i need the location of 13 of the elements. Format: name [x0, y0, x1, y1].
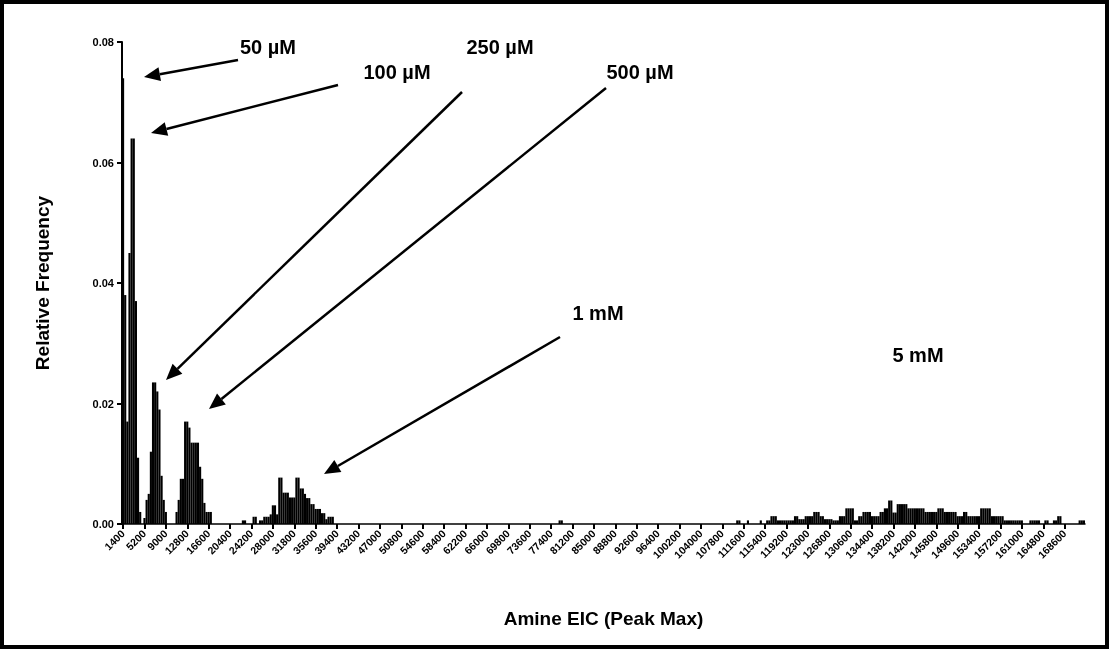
annotation: 1 mM [572, 302, 624, 324]
annotation: 500 µM [606, 61, 674, 83]
y-tick-label: 0.02 [92, 397, 114, 410]
annotation: 250 µM [466, 36, 534, 58]
y-tick-label: 0.06 [92, 156, 114, 169]
y-tick-label: 0.00 [92, 518, 114, 530]
x-axis-title: Amine EIC (Peak Max) [503, 608, 704, 629]
y-tick-label: 0.08 [92, 36, 114, 48]
y-axis-title: Relative Frequency [32, 195, 53, 371]
annotation: 50 µM [240, 36, 296, 58]
annotation: 5 mM [892, 344, 944, 366]
y-tick-label: 0.04 [92, 277, 115, 289]
annotation: 100 µM [363, 61, 431, 83]
